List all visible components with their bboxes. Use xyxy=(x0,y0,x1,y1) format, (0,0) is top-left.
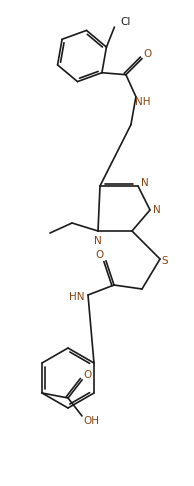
Text: OH: OH xyxy=(83,416,99,426)
Text: S: S xyxy=(162,256,168,266)
Text: O: O xyxy=(83,370,91,380)
Text: N: N xyxy=(153,205,161,215)
Text: O: O xyxy=(144,49,152,59)
Text: HN: HN xyxy=(69,292,85,302)
Text: O: O xyxy=(96,250,104,260)
Text: NH: NH xyxy=(135,97,151,107)
Text: N: N xyxy=(141,178,149,188)
Text: N: N xyxy=(94,236,102,246)
Text: Cl: Cl xyxy=(120,17,131,27)
